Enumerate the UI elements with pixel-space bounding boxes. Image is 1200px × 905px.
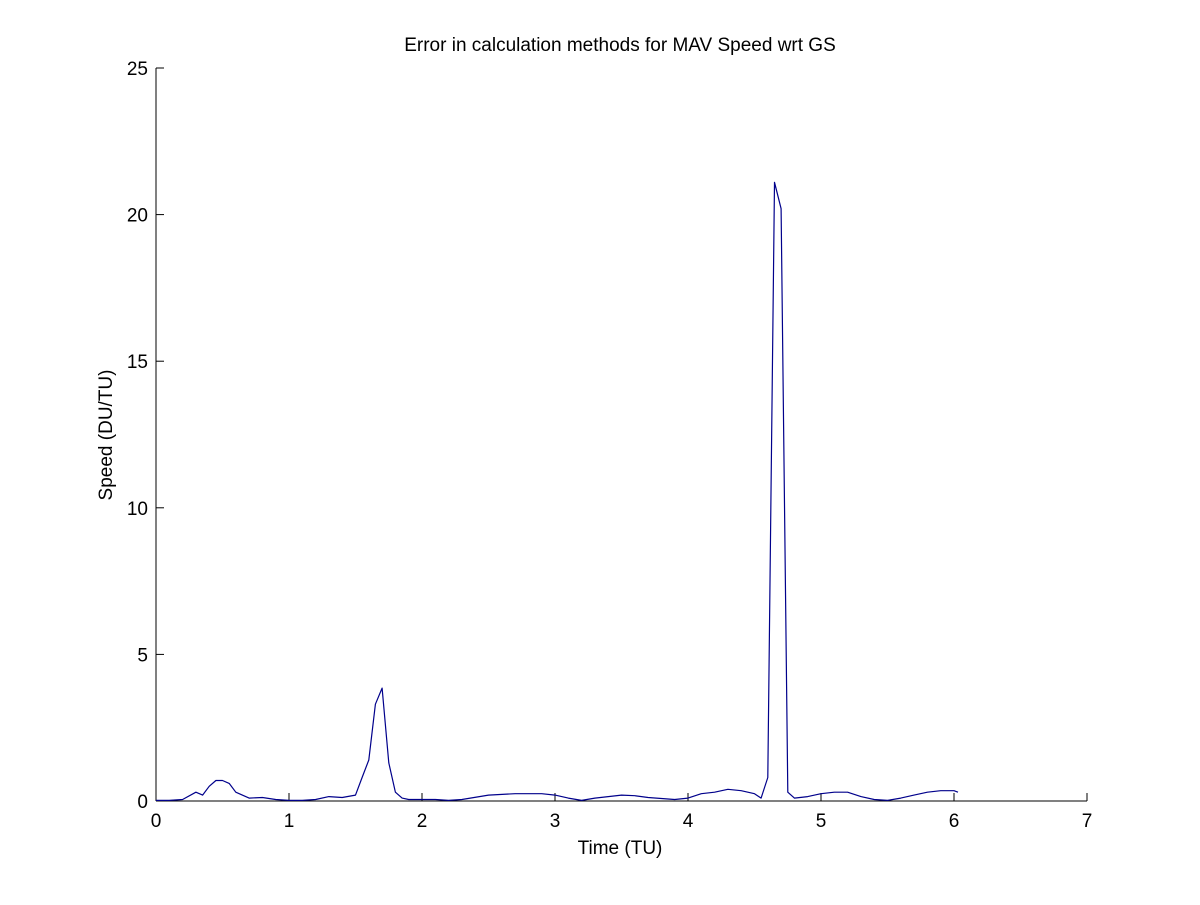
x-tick-label: 2 <box>417 811 428 832</box>
x-axis-label: Time (TU) <box>578 838 663 859</box>
y-tick-label: 10 <box>127 499 148 520</box>
x-ticks: 0 1 2 3 4 5 6 7 <box>151 793 1093 832</box>
series-line <box>156 181 959 802</box>
y-tick-label: 20 <box>127 206 148 227</box>
x-tick-label: 7 <box>1082 811 1093 832</box>
y-ticks: 0 5 10 15 20 25 <box>127 59 164 813</box>
chart-title: Error in calculation methods for MAV Spe… <box>404 35 836 56</box>
y-tick-label: 15 <box>127 352 148 373</box>
x-tick-label: 5 <box>816 811 827 832</box>
y-tick-label: 0 <box>137 792 148 813</box>
series-group <box>156 181 959 802</box>
x-tick-label: 4 <box>683 811 694 832</box>
y-tick-label: 25 <box>127 59 148 80</box>
y-axis-label: Speed (DU/TU) <box>96 370 117 501</box>
x-tick-label: 6 <box>949 811 960 832</box>
x-tick-label: 3 <box>550 811 561 832</box>
x-tick-label: 0 <box>151 811 162 832</box>
axes-box <box>155 68 1087 802</box>
y-tick-label: 5 <box>137 645 148 666</box>
x-tick-label: 1 <box>284 811 295 832</box>
